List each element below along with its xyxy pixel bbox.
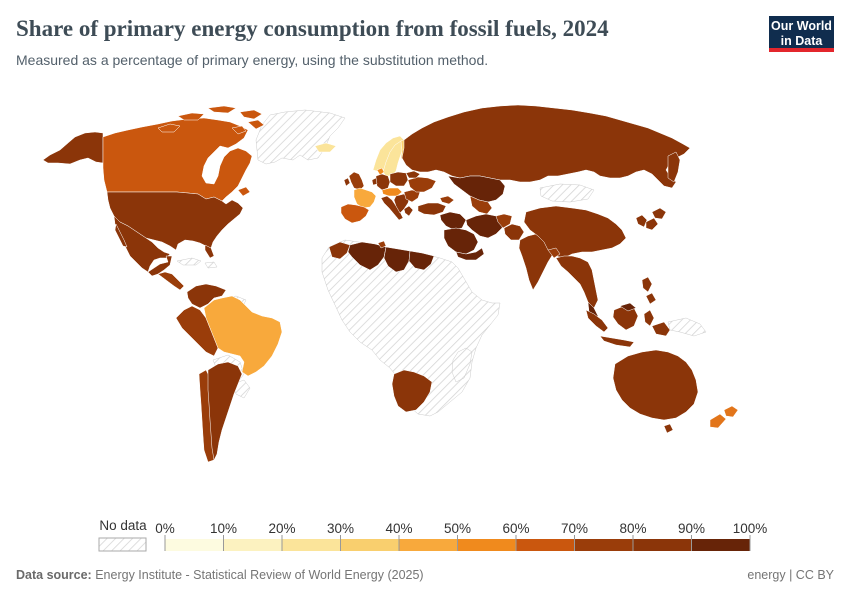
svg-text:100%: 100%	[733, 521, 768, 536]
svg-text:50%: 50%	[444, 521, 471, 536]
svg-text:90%: 90%	[678, 521, 705, 536]
svg-text:60%: 60%	[502, 521, 529, 536]
svg-text:70%: 70%	[561, 521, 588, 536]
svg-text:30%: 30%	[327, 521, 354, 536]
svg-text:10%: 10%	[210, 521, 237, 536]
svg-text:80%: 80%	[619, 521, 646, 536]
svg-text:40%: 40%	[385, 521, 412, 536]
svg-text:0%: 0%	[155, 521, 175, 536]
svg-text:20%: 20%	[268, 521, 295, 536]
